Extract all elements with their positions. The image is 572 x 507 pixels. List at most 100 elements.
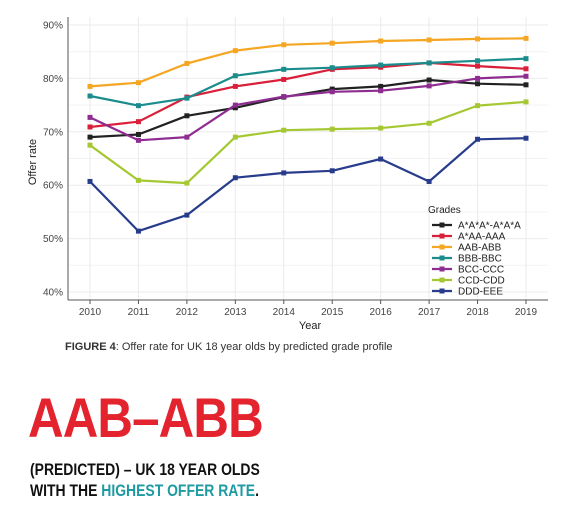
y-axis-title: Offer rate xyxy=(27,139,39,185)
series-point xyxy=(523,35,529,41)
series-point xyxy=(87,142,93,148)
figure-caption: FIGURE 4: Offer rate for UK 18 year olds… xyxy=(65,341,393,353)
x-tick-label: 2012 xyxy=(176,307,199,318)
series-point xyxy=(135,103,141,109)
series-point xyxy=(378,38,384,44)
series-point xyxy=(475,63,481,69)
series-point xyxy=(232,134,238,140)
y-tick-label: 90% xyxy=(43,21,63,32)
legend-label: AAB-ABB xyxy=(458,243,502,254)
series-point xyxy=(523,99,529,105)
series-point xyxy=(135,137,141,143)
chart-legend: Grades A*A*A*-A*A*AA*AA-AAAAAB-ABBBBB-BB… xyxy=(428,205,521,298)
headline-subtitle-suffix: . xyxy=(255,481,259,500)
series-point xyxy=(281,42,287,48)
series-point xyxy=(329,40,335,46)
series-point xyxy=(281,66,287,72)
series-point xyxy=(232,73,238,79)
legend-label: BBB-BBC xyxy=(458,254,502,265)
series-point xyxy=(232,105,238,111)
series-point xyxy=(475,103,481,109)
series-point xyxy=(426,178,432,184)
series-point xyxy=(523,66,529,72)
legend-key-point xyxy=(439,222,445,228)
legend-label: BCC-CCC xyxy=(458,265,504,276)
series-point xyxy=(426,77,432,83)
chart-series xyxy=(87,35,529,234)
series-point xyxy=(475,81,481,87)
x-axis-title: Year xyxy=(299,320,322,332)
series-line xyxy=(89,137,527,233)
y-tick-label: 70% xyxy=(43,127,63,138)
series-point xyxy=(184,60,190,66)
series-point xyxy=(281,94,287,100)
series-point xyxy=(378,88,384,94)
series-point xyxy=(329,126,335,132)
series-point xyxy=(475,136,481,142)
series-point xyxy=(87,124,93,130)
series-point xyxy=(378,83,384,89)
legend-label: A*A*A*-A*A*A xyxy=(458,221,521,232)
series-point xyxy=(184,212,190,218)
series-point xyxy=(87,93,93,99)
series-point xyxy=(426,83,432,89)
series-point xyxy=(135,119,141,125)
series-point xyxy=(378,125,384,131)
series-point xyxy=(184,95,190,101)
legend-key-point xyxy=(439,288,445,294)
series-line xyxy=(89,75,527,142)
series-point xyxy=(329,86,335,92)
series-point xyxy=(135,228,141,234)
legend-key-point xyxy=(439,277,445,283)
series-line xyxy=(89,78,527,139)
figure-caption-text: : Offer rate for UK 18 year olds by pred… xyxy=(115,341,393,353)
figure-label: FIGURE 4 xyxy=(65,341,116,353)
headline-title: AAB–ABB xyxy=(28,386,264,449)
series-point xyxy=(329,65,335,71)
series-point xyxy=(87,134,93,140)
series-point xyxy=(281,127,287,133)
series-point xyxy=(475,36,481,42)
legend-title: Grades xyxy=(428,205,461,216)
x-tick-label: 2017 xyxy=(418,307,441,318)
legend-key-point xyxy=(439,233,445,239)
x-tick-label: 2013 xyxy=(224,307,247,318)
series-point xyxy=(87,114,93,120)
headline-subtitle-line2: WITH THE HIGHEST OFFER RATE. xyxy=(30,481,259,501)
series-point xyxy=(426,37,432,43)
series-point xyxy=(329,168,335,174)
series-line xyxy=(89,57,527,107)
series-point xyxy=(232,102,238,108)
series-point xyxy=(135,80,141,86)
legend-key-point xyxy=(439,244,445,250)
series-point xyxy=(523,73,529,79)
legend-label: DDD-EEE xyxy=(458,287,503,298)
series-point xyxy=(475,58,481,64)
series-point xyxy=(329,89,335,95)
series-point xyxy=(87,83,93,89)
series-line xyxy=(89,61,527,129)
series-line xyxy=(89,100,527,185)
series-point xyxy=(184,113,190,119)
legend-label: CCD-CDD xyxy=(458,276,505,287)
x-tick-label: 2014 xyxy=(273,307,296,318)
series-line xyxy=(89,37,527,88)
series-point xyxy=(378,156,384,162)
headline-subtitle-prefix: WITH THE xyxy=(30,481,102,500)
series-point xyxy=(475,75,481,81)
x-tick-label: 2019 xyxy=(515,307,538,318)
y-tick-label: 80% xyxy=(43,74,63,85)
series-point xyxy=(523,56,529,62)
offer-rate-line-chart: 40% 50% 60% 70% 80% 90% 2010 2011 2012 2013 2014 20… xyxy=(27,17,548,332)
series-point xyxy=(281,76,287,82)
x-tick-label: 2011 xyxy=(128,307,150,318)
legend-key-point xyxy=(439,266,445,272)
series-point xyxy=(135,131,141,137)
series-point xyxy=(232,48,238,54)
series-point xyxy=(426,60,432,66)
x-tick-label: 2016 xyxy=(370,307,393,318)
series-point xyxy=(281,170,287,176)
legend-label: A*AA-AAA xyxy=(458,232,506,243)
x-tick-label: 2015 xyxy=(321,307,344,318)
y-tick-label: 50% xyxy=(43,234,63,245)
